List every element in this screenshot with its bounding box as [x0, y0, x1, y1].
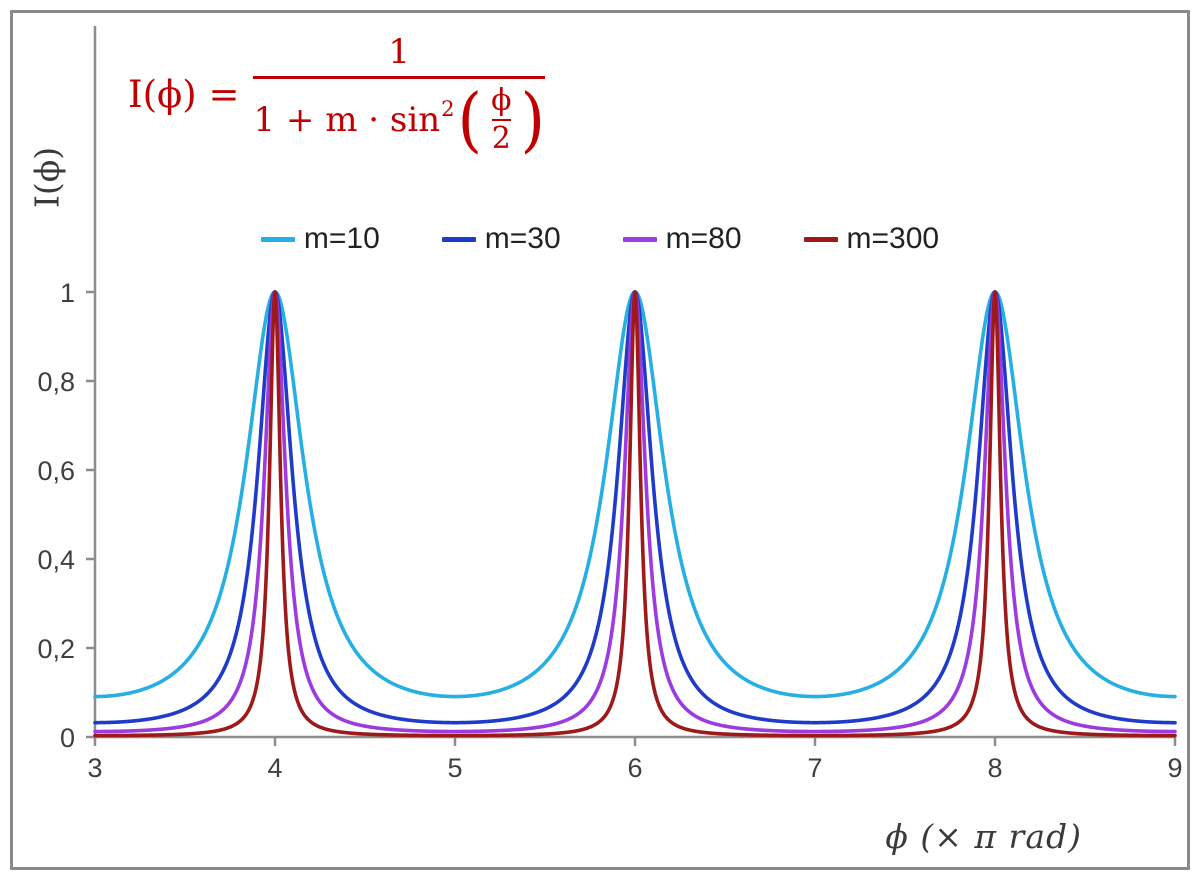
y-tick-label: 0,8 — [37, 367, 75, 397]
formula-numerator: 1 — [388, 32, 411, 72]
curve-m=80 — [93, 290, 1177, 734]
legend-item-m10: m=10 — [260, 222, 380, 256]
legend-label: m=80 — [665, 222, 742, 255]
x-tick-label: 8 — [987, 753, 1002, 783]
curve-m=300 — [93, 290, 1177, 738]
legend-item-m300: m=300 — [803, 222, 940, 256]
y-tick-label: 0,2 — [37, 634, 75, 664]
formula: I(ϕ) = 1 1 + m · sin 2 ( ϕ 2 ) — [128, 32, 546, 161]
x-tick-label: 3 — [87, 753, 102, 783]
y-axis-title: I(ϕ) — [27, 146, 67, 209]
curve-m=30 — [93, 290, 1177, 725]
y-tick-label: 0,4 — [37, 545, 75, 575]
formula-denominator: 1 + m · sin 2 ( ϕ 2 ) — [253, 76, 546, 161]
x-axis-title: ϕ (× π rad) — [885, 817, 1082, 856]
formula-fraction: 1 1 + m · sin 2 ( ϕ 2 ) — [253, 32, 546, 161]
legend-swatch — [260, 236, 295, 242]
inner-numerator: ϕ — [491, 83, 512, 119]
inner-denominator: 2 — [491, 119, 511, 157]
y-tick-label: 0,6 — [37, 456, 75, 486]
y-tick-label: 1 — [60, 278, 75, 308]
legend-swatch — [441, 236, 476, 242]
legend-swatch — [622, 236, 657, 242]
open-paren: ( — [457, 78, 483, 161]
legend-item-m80: m=80 — [622, 222, 742, 256]
legend-label: m=300 — [846, 222, 940, 255]
x-tick-label: 6 — [627, 753, 642, 783]
legend-item-m30: m=30 — [441, 222, 561, 256]
formula-exponent: 2 — [441, 96, 455, 122]
y-tick-label: 0 — [60, 723, 75, 753]
x-tick-label: 7 — [807, 753, 822, 783]
legend: m=10 m=30 m=80 m=300 — [0, 222, 1200, 256]
legend-swatch — [803, 236, 838, 242]
legend-label: m=30 — [484, 222, 561, 255]
legend-label: m=10 — [303, 222, 380, 255]
formula-lhs: I(ϕ) = — [128, 72, 240, 116]
formula-inner-fraction: ϕ 2 — [485, 86, 517, 154]
close-paren: ) — [520, 78, 546, 161]
x-tick-label: 5 — [447, 753, 462, 783]
x-tick-label: 9 — [1167, 753, 1182, 783]
x-tick-label: 4 — [267, 753, 282, 783]
formula-denominator-text: 1 + m · sin — [253, 99, 441, 140]
